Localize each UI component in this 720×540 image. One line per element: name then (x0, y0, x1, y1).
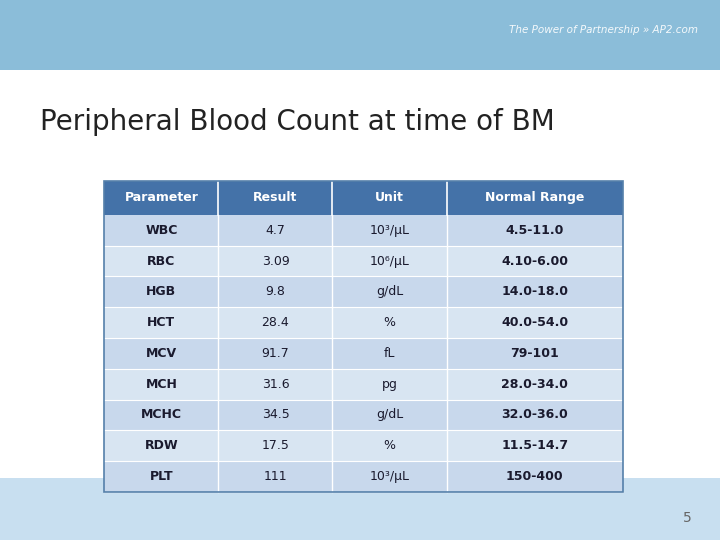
Text: Unit: Unit (375, 191, 404, 205)
Bar (104, 338, 623, 369)
Text: 31.6: 31.6 (261, 377, 289, 391)
Text: 4.7: 4.7 (266, 224, 285, 237)
FancyBboxPatch shape (0, 70, 720, 540)
Text: %: % (384, 439, 395, 453)
Text: Peripheral Blood Count at time of BM: Peripheral Blood Count at time of BM (40, 107, 554, 136)
Text: MCH: MCH (145, 377, 177, 391)
Text: RBC: RBC (148, 254, 176, 268)
Text: The Power of Partnership » AP2.com: The Power of Partnership » AP2.com (510, 25, 698, 35)
Text: 150-400: 150-400 (506, 470, 564, 483)
Text: pg: pg (382, 377, 397, 391)
Text: 5: 5 (683, 511, 691, 525)
Bar (104, 369, 623, 400)
Bar (104, 181, 623, 215)
Text: g/dL: g/dL (376, 285, 403, 299)
Text: 10³/μL: 10³/μL (369, 470, 410, 483)
Text: WBC: WBC (145, 224, 178, 237)
Bar (104, 400, 623, 430)
Text: 4.5-11.0: 4.5-11.0 (505, 224, 564, 237)
Text: 79-101: 79-101 (510, 347, 559, 360)
Text: MCHC: MCHC (141, 408, 182, 422)
Text: 111: 111 (264, 470, 287, 483)
Text: 28.4: 28.4 (261, 316, 289, 329)
Text: %: % (384, 316, 395, 329)
Bar (104, 215, 623, 246)
Text: 9.8: 9.8 (266, 285, 285, 299)
Text: PLT: PLT (150, 470, 174, 483)
Bar (104, 430, 623, 461)
Text: RDW: RDW (145, 439, 179, 453)
Bar (104, 276, 623, 307)
Text: g/dL: g/dL (376, 408, 403, 422)
Text: 40.0-54.0: 40.0-54.0 (501, 316, 568, 329)
Text: 17.5: 17.5 (261, 439, 289, 453)
Bar (0, 0, 720, 70)
Bar (104, 181, 623, 492)
Text: MCV: MCV (146, 347, 177, 360)
Text: 10⁶/μL: 10⁶/μL (369, 254, 410, 268)
Text: 3.09: 3.09 (261, 254, 289, 268)
Text: Normal Range: Normal Range (485, 191, 585, 205)
Text: 10³/μL: 10³/μL (369, 224, 410, 237)
Text: Parameter: Parameter (125, 191, 199, 205)
Text: fL: fL (384, 347, 395, 360)
Bar (104, 246, 623, 276)
Text: 4.10-6.00: 4.10-6.00 (501, 254, 568, 268)
Text: HCT: HCT (148, 316, 176, 329)
Text: 91.7: 91.7 (261, 347, 289, 360)
Text: 11.5-14.7: 11.5-14.7 (501, 439, 568, 453)
Text: 28.0-34.0: 28.0-34.0 (501, 377, 568, 391)
Text: 14.0-18.0: 14.0-18.0 (501, 285, 568, 299)
Bar (0, 478, 720, 540)
Text: 34.5: 34.5 (261, 408, 289, 422)
Text: 32.0-36.0: 32.0-36.0 (501, 408, 568, 422)
Text: Result: Result (253, 191, 297, 205)
Bar (104, 461, 623, 492)
Text: HGB: HGB (146, 285, 176, 299)
Bar (104, 307, 623, 338)
